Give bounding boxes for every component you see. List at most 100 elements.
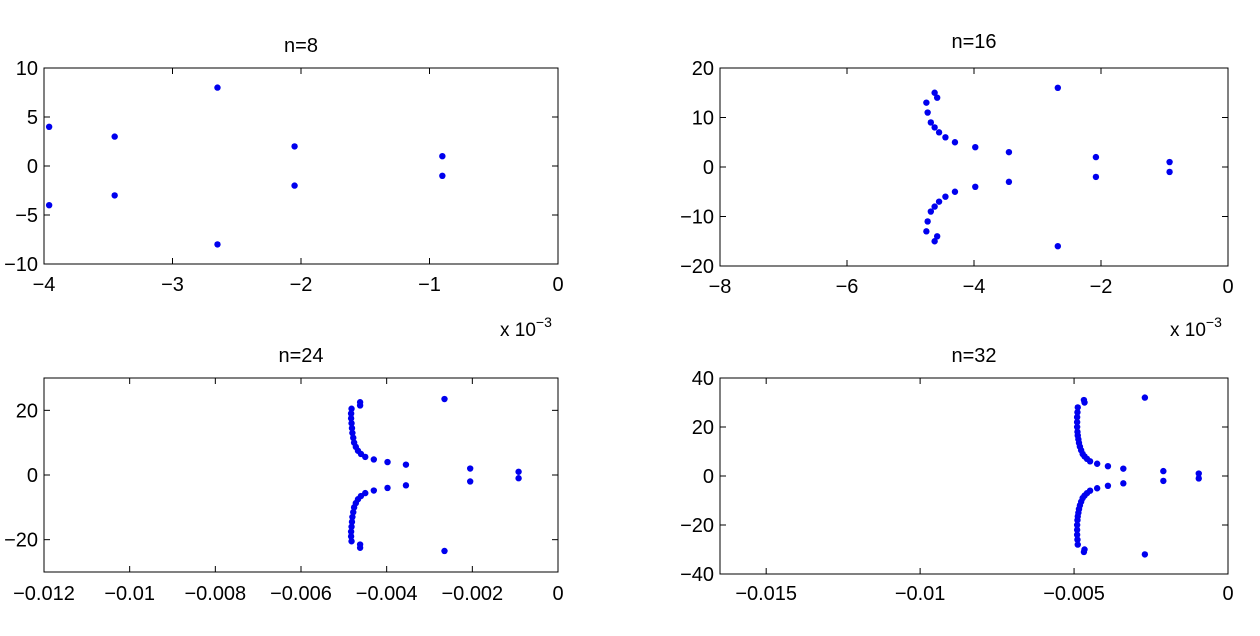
data-point [466,478,474,485]
x-tick-label: −0.006 [270,583,332,605]
data-point [1054,84,1062,92]
data-point [1092,153,1100,161]
data-point [1104,463,1112,470]
x-tick-label: 0 [552,583,563,605]
data-point [1073,414,1081,421]
data-point [356,541,364,548]
data-point [1093,485,1101,492]
data-point [347,415,355,422]
data-point [1093,460,1101,467]
data-point [1195,475,1202,482]
data-point [924,218,931,225]
data-point [935,129,943,136]
data-point [348,538,355,545]
data-point [1005,148,1013,156]
x-tick-label: −0.002 [441,583,503,605]
data-point [214,241,221,248]
data-point [931,238,938,245]
y-tick-label: 0 [703,157,714,179]
data-point [291,143,298,150]
data-point [1073,423,1081,431]
y-tick-label: 20 [692,417,714,439]
x-tick-label: −2 [290,274,313,296]
data-point [1073,531,1081,538]
multiplier-base: x 10 [500,320,536,341]
data-point [441,547,448,555]
x-tick-label: −6 [836,276,859,298]
data-point [942,134,949,141]
y-tick-label: 5 [27,107,38,129]
x-tick-label: −4 [963,276,986,298]
multiplier-base: x 10 [1170,320,1206,341]
x-tick-label: −0.004 [356,583,418,605]
subplot-2: n=24 −0.012 −0.01 −0.008 −0.006 −0.004 −0.002 0… [4,345,564,605]
data-point [515,475,522,482]
data-point [1074,404,1081,411]
data-point [1166,158,1173,166]
x-tick-label: −3 [161,274,184,296]
data-point [927,208,935,215]
data-point [1074,541,1081,548]
data-point [927,119,935,126]
data-point [951,188,959,195]
y-tick-label: 20 [16,400,38,422]
y-tick-label: −40 [680,564,714,586]
data-point [1120,465,1127,472]
data-point [348,424,356,432]
data-point [362,453,369,461]
data-point [349,513,356,521]
data-point [111,192,118,199]
subplot-title: n=8 [284,35,318,57]
data-point [1054,243,1062,250]
data-point [1086,487,1094,494]
data-point [441,395,448,403]
data-point [1073,521,1081,529]
x-tick-label: 0 [1222,276,1233,298]
data-point [402,482,410,489]
x-tick-label: −0.012 [13,583,75,605]
data-point [1005,178,1013,186]
axes-box [719,377,1229,575]
data-point [1081,546,1088,553]
data-point [347,528,355,535]
data-point [347,410,355,417]
y-tick-label: 10 [692,108,714,130]
y-tick-label: 20 [692,58,714,80]
data-point [1160,477,1167,485]
subplot-title: n=32 [951,345,996,367]
subplot-title: n=16 [951,31,996,53]
data-point [933,94,941,101]
data-point [924,109,931,116]
data-point [348,405,355,412]
data-point [1073,526,1081,534]
data-point [384,484,391,492]
subplot-3: n=32 −0.015 −0.01 −0.005 0 −40 −20 0 20 40 [680,345,1234,605]
y-tick-label: 0 [27,465,38,487]
data-point [1092,173,1100,181]
y-tick-label: −10 [680,207,714,229]
data-point [370,487,378,494]
data-point [348,420,355,427]
data-point [214,84,221,91]
y-tick-label: −10 [4,254,38,276]
data-point [923,228,930,235]
data-point [935,198,943,205]
data-point [1166,168,1173,176]
data-point [349,429,356,437]
axes-box [43,67,559,265]
data-point [972,183,979,190]
data-point [356,402,364,409]
data-point [439,172,446,179]
data-point [347,533,355,540]
data-point [362,489,369,497]
data-point [923,99,930,106]
y-tick-label: 10 [16,58,38,80]
data-point [1104,482,1112,489]
data-point [1074,409,1081,416]
data-point [439,153,446,160]
x-tick-label: −0.01 [104,583,155,605]
subplot-title: n=24 [278,345,323,367]
multiplier-exponent: −3 [1206,314,1222,330]
